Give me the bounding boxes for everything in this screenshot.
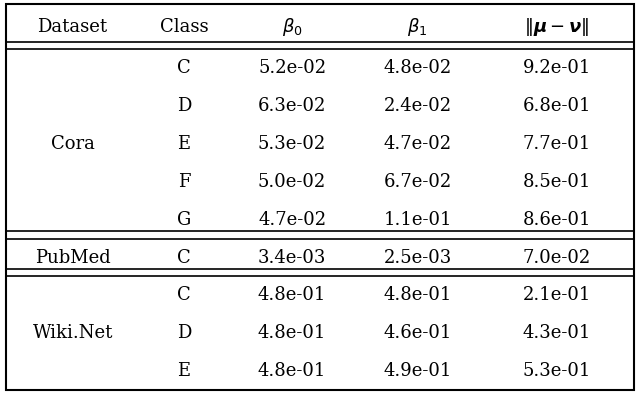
Text: C: C [177,59,191,77]
Text: PubMed: PubMed [35,249,111,266]
Text: 4.8e-01: 4.8e-01 [258,362,326,380]
Text: 4.8e-01: 4.8e-01 [258,286,326,305]
Text: $\beta_1$: $\beta_1$ [408,16,428,37]
Text: 5.0e-02: 5.0e-02 [258,173,326,191]
Text: 2.4e-02: 2.4e-02 [383,97,452,115]
Text: 8.5e-01: 8.5e-01 [523,173,591,191]
Text: 2.1e-01: 2.1e-01 [523,286,591,305]
Text: D: D [177,97,191,115]
Text: 3.4e-03: 3.4e-03 [258,249,326,266]
Text: 2.5e-03: 2.5e-03 [383,249,452,266]
Text: 5.3e-01: 5.3e-01 [523,362,591,380]
Text: G: G [177,211,191,229]
Text: 4.7e-02: 4.7e-02 [258,211,326,229]
Text: 7.7e-01: 7.7e-01 [523,135,591,153]
Text: Cora: Cora [51,135,95,153]
Text: 4.8e-01: 4.8e-01 [383,286,452,305]
Text: C: C [177,286,191,305]
Text: Class: Class [160,18,209,35]
Text: $\|\boldsymbol{\mu} - \boldsymbol{\nu}\|$: $\|\boldsymbol{\mu} - \boldsymbol{\nu}\|… [524,16,589,37]
Text: C: C [177,249,191,266]
Text: 5.2e-02: 5.2e-02 [258,59,326,77]
Text: 4.7e-02: 4.7e-02 [383,135,452,153]
Text: 9.2e-01: 9.2e-01 [523,59,591,77]
Text: 4.3e-01: 4.3e-01 [523,324,591,342]
Text: 6.7e-02: 6.7e-02 [383,173,452,191]
Text: 1.1e-01: 1.1e-01 [383,211,452,229]
Text: 6.8e-01: 6.8e-01 [523,97,591,115]
Text: 4.9e-01: 4.9e-01 [383,362,452,380]
Text: 7.0e-02: 7.0e-02 [523,249,591,266]
Text: 4.8e-01: 4.8e-01 [258,324,326,342]
Text: D: D [177,324,191,342]
Text: Wiki.Net: Wiki.Net [33,324,113,342]
Text: Dataset: Dataset [38,18,108,35]
Text: E: E [177,362,191,380]
Text: E: E [177,135,191,153]
Text: 4.6e-01: 4.6e-01 [383,324,452,342]
Text: F: F [178,173,190,191]
Text: 4.8e-02: 4.8e-02 [383,59,452,77]
Text: 6.3e-02: 6.3e-02 [258,97,326,115]
Text: 8.6e-01: 8.6e-01 [523,211,591,229]
Text: $\beta_0$: $\beta_0$ [282,16,303,37]
Text: 5.3e-02: 5.3e-02 [258,135,326,153]
